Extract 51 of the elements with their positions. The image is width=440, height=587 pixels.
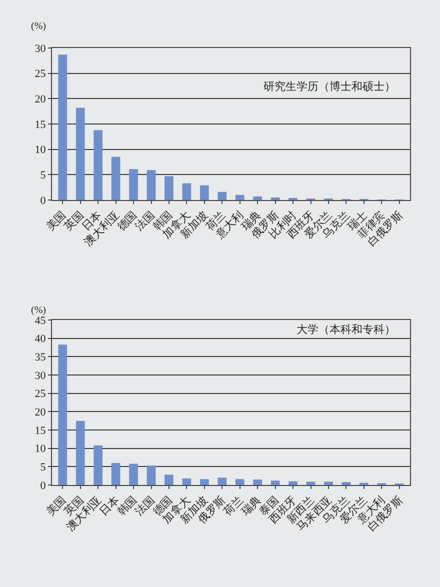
- bar: [111, 156, 120, 200]
- y-tick-label: 45: [34, 314, 46, 327]
- chart-title: 大学（本科和专科）: [296, 323, 396, 336]
- bar: [111, 463, 120, 485]
- bar: [129, 169, 138, 200]
- bar: [182, 478, 192, 485]
- bar: [164, 176, 174, 200]
- y-tick-label: 35: [34, 352, 46, 364]
- bar: [235, 479, 244, 485]
- bar: [76, 108, 85, 200]
- bar: [94, 130, 103, 200]
- y-tick-label: 30: [34, 370, 46, 382]
- y-tick-label: 20: [34, 406, 46, 419]
- bar: [129, 464, 138, 485]
- bar: [200, 479, 209, 485]
- y-tick-label: 10: [34, 144, 46, 156]
- y-tick-label: 15: [34, 118, 46, 131]
- bar: [253, 196, 262, 200]
- y-tick-label: 0: [40, 480, 46, 492]
- bar: [58, 54, 68, 200]
- bar: [270, 197, 280, 200]
- bar: [58, 344, 68, 485]
- bar: [76, 420, 85, 485]
- bar: [182, 183, 192, 200]
- bar: [288, 481, 298, 485]
- bar: [342, 482, 351, 485]
- bar: [270, 480, 280, 485]
- bar: [200, 185, 209, 200]
- y-tick-label: 10: [34, 443, 46, 456]
- bar: [218, 192, 227, 200]
- bar: [146, 466, 156, 485]
- y-tick-label: 5: [40, 170, 46, 182]
- bar: [146, 170, 156, 200]
- y-axis-title: (%): [31, 21, 46, 32]
- y-tick-label: 25: [34, 388, 46, 400]
- y-tick-label: 30: [34, 42, 46, 55]
- bar: [324, 482, 333, 485]
- text: 研究生学历（博士和硕士）: [264, 80, 396, 93]
- y-tick-label: 0: [40, 194, 46, 207]
- bar: [306, 482, 316, 485]
- y-tick-label: 5: [40, 462, 46, 474]
- bar: [94, 445, 103, 485]
- y-tick-label: 25: [34, 68, 46, 80]
- bar: [235, 194, 244, 200]
- y-axis-title: (%): [31, 305, 46, 316]
- y-tick-label: 40: [34, 333, 46, 346]
- y-tick-label: 15: [34, 424, 46, 437]
- y-tick-label: 20: [34, 94, 46, 106]
- bar: [164, 474, 174, 485]
- bar: [218, 478, 227, 485]
- bar: [253, 480, 262, 485]
